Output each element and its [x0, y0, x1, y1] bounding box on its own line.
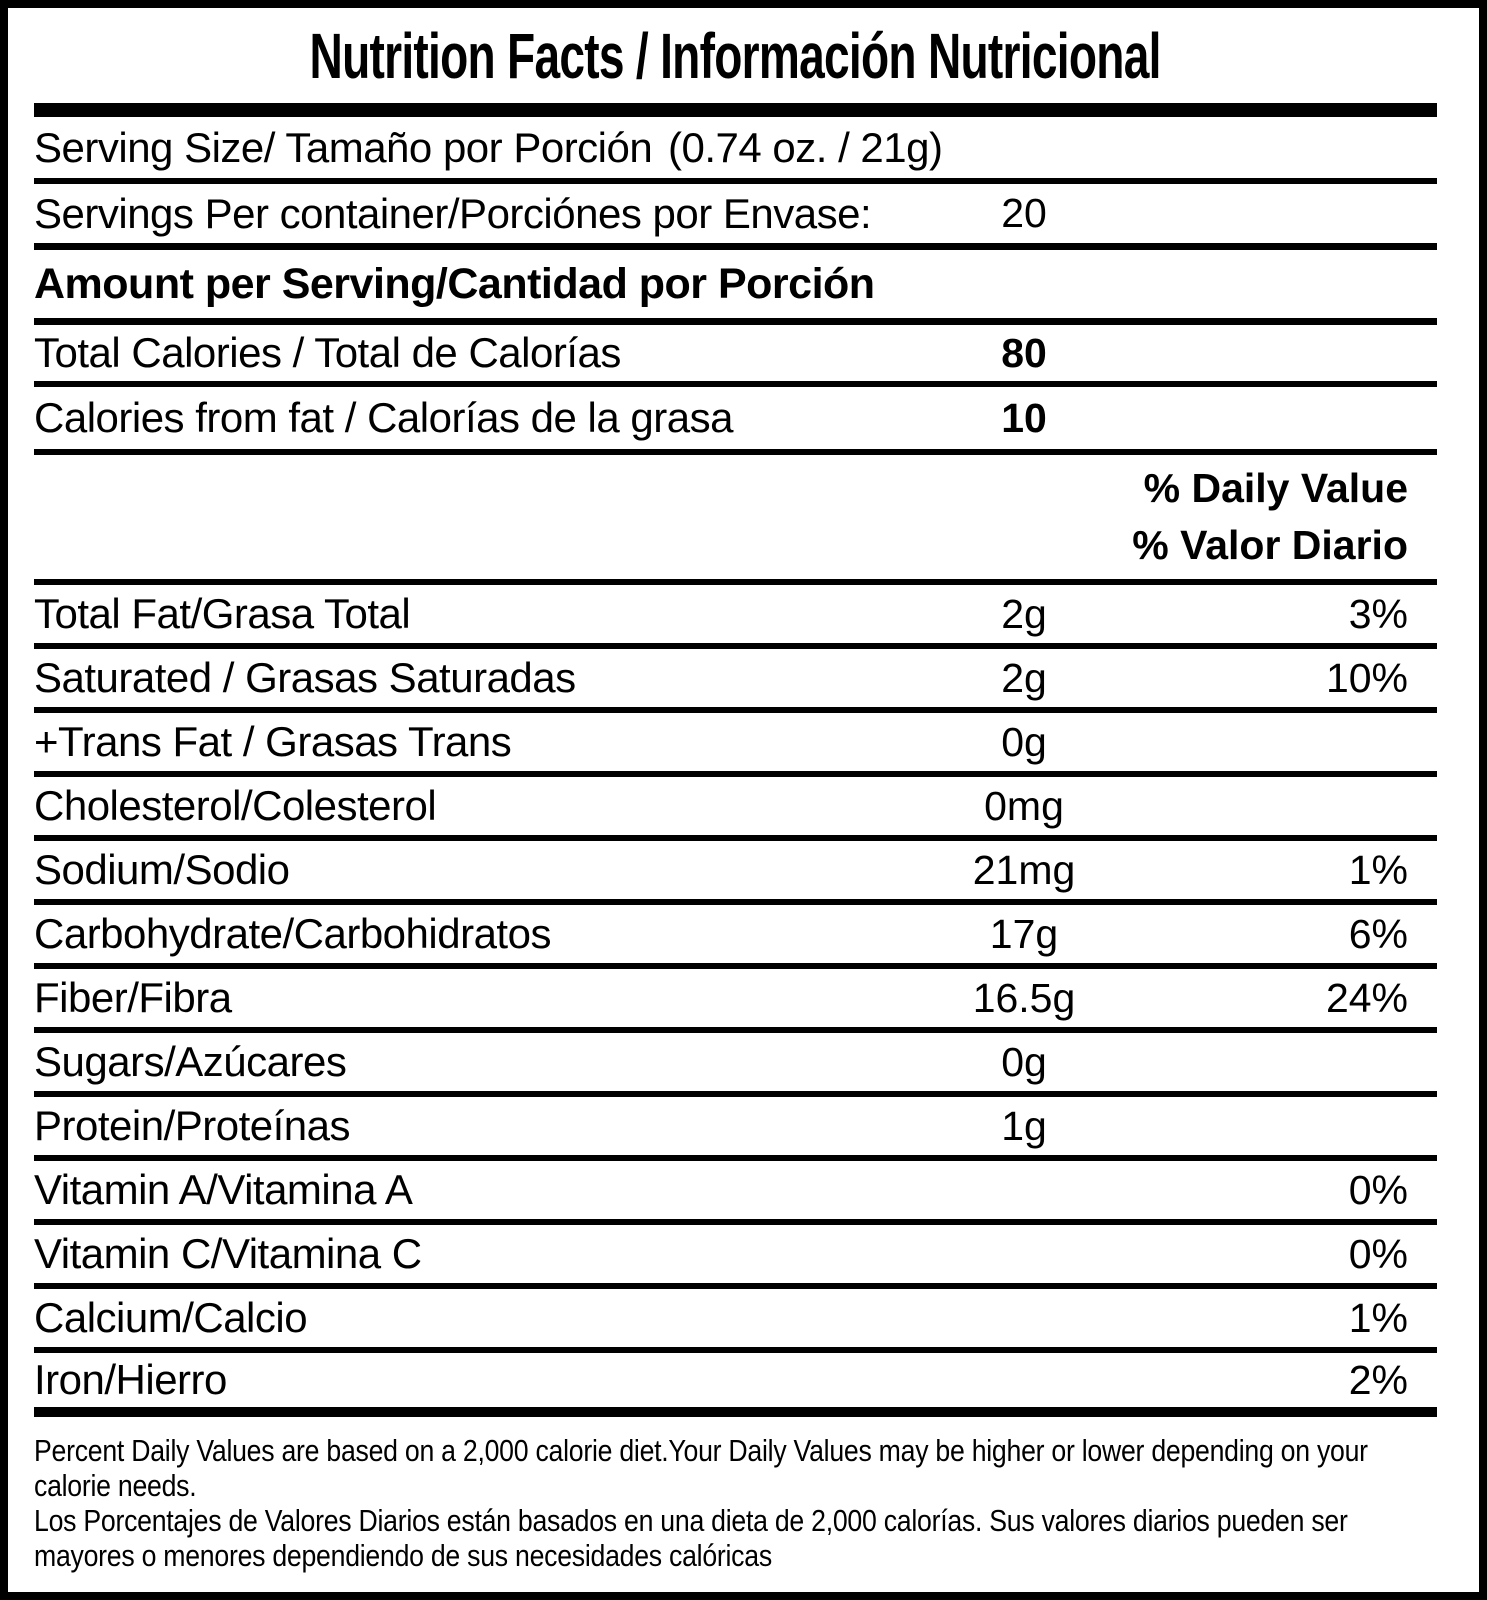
- nutrient-label: Saturated / Grasas Saturadas: [34, 654, 576, 701]
- amount-per-serving-heading-row: Amount per Serving/Cantidad por Porción: [34, 250, 1437, 325]
- nutrient-label: Cholesterol/Colesterol: [34, 782, 437, 829]
- nutrient-daily-value: 0%: [1348, 1230, 1408, 1277]
- nutrient-amount: 21mg: [972, 846, 1076, 893]
- nutrient-row-trans-fat: +Trans Fat / Grasas Trans 0g: [34, 713, 1437, 777]
- nutrient-label: Calcium/Calcio: [34, 1294, 308, 1341]
- servings-per-container-value: 20: [1001, 190, 1047, 236]
- nutrient-row-total-fat: Total Fat/Grasa Total 2g 3%: [34, 585, 1437, 649]
- nutrient-amount: 2g: [1001, 590, 1047, 637]
- nutrient-daily-value: 1%: [1348, 846, 1408, 893]
- serving-size-label: Serving Size/ Tamaño por Porción: [34, 123, 653, 171]
- daily-value-header: % Daily Value % Valor Diario: [34, 455, 1437, 585]
- nutrient-row-calcium: Calcium/Calcio 1%: [34, 1289, 1437, 1353]
- label-title: Nutrition Facts / Información Nutriciona…: [309, 19, 1162, 92]
- nutrient-row-protein: Protein/Proteínas 1g: [34, 1097, 1437, 1161]
- footnote-line-es-1: Los Porcentajes de Valores Diarios están…: [34, 1503, 1348, 1538]
- nutrient-label: Carbohydrate/Carbohidratos: [34, 910, 551, 957]
- nutrient-label: Vitamin A/Vitamina A: [34, 1166, 413, 1213]
- calories-from-fat-label: Calories from fat / Calorías de la grasa: [34, 394, 733, 441]
- nutrient-daily-value: 1%: [1348, 1294, 1408, 1341]
- nutrient-daily-value: 3%: [1348, 590, 1408, 637]
- amount-per-serving-heading: Amount per Serving/Cantidad por Porción: [34, 259, 875, 308]
- nutrient-amount: 2g: [1001, 654, 1047, 701]
- footnote-line-en-1: Percent Daily Values are based on a 2,00…: [34, 1433, 1368, 1468]
- daily-value-header-es: % Valor Diario: [1132, 522, 1408, 568]
- nutrient-label: Sodium/Sodio: [34, 846, 290, 893]
- serving-size-row: Serving Size/ Tamaño por Porción (0.74 o…: [34, 117, 1437, 184]
- title-divider-bar: [34, 103, 1437, 117]
- nutrient-amount: 17g: [989, 910, 1059, 957]
- nutrient-daily-value: 10%: [1325, 654, 1408, 701]
- label-title-row: Nutrition Facts / Información Nutriciona…: [34, 8, 1437, 103]
- nutrient-label: Fiber/Fibra: [34, 974, 232, 1021]
- daily-value-header-en: % Daily Value: [1143, 465, 1408, 511]
- total-calories-label: Total Calories / Total de Calorías: [34, 329, 621, 376]
- footnote-line-es-2: mayores o menores dependiendo de sus nec…: [34, 1538, 772, 1573]
- servings-per-container-label: Servings Per container/Porciónes por Env…: [34, 189, 872, 237]
- nutrient-label: Iron/Hierro: [34, 1356, 227, 1403]
- nutrient-daily-value: 2%: [1348, 1356, 1408, 1403]
- nutrient-label: Protein/Proteínas: [34, 1102, 351, 1149]
- nutrient-amount: 0g: [1001, 718, 1047, 765]
- nutrient-row-vitamin-c: Vitamin C/Vitamina C 0%: [34, 1225, 1437, 1289]
- nutrient-label: Sugars/Azúcares: [34, 1038, 347, 1085]
- calories-from-fat-row: Calories from fat / Calorías de la grasa…: [34, 387, 1437, 455]
- servings-per-container-row: Servings Per container/Porciónes por Env…: [34, 184, 1437, 250]
- nutrient-row-saturated-fat: Saturated / Grasas Saturadas 2g 10%: [34, 649, 1437, 713]
- nutrient-amount: 16.5g: [972, 974, 1076, 1021]
- footnote: Percent Daily Values are based on a 2,00…: [34, 1417, 1437, 1592]
- nutrient-label: +Trans Fat / Grasas Trans: [34, 718, 512, 765]
- nutrient-daily-value: 6%: [1348, 910, 1408, 957]
- nutrient-row-vitamin-a: Vitamin A/Vitamina A 0%: [34, 1161, 1437, 1225]
- nutrient-row-fiber: Fiber/Fibra 16.5g 24%: [34, 969, 1437, 1033]
- nutrient-amount: 1g: [1001, 1102, 1047, 1149]
- nutrient-amount: 0mg: [984, 782, 1064, 829]
- calories-from-fat-value: 10: [1001, 394, 1047, 441]
- total-calories-value: 80: [1001, 329, 1047, 376]
- total-calories-row: Total Calories / Total de Calorías 80: [34, 325, 1437, 387]
- nutrient-row-sugars: Sugars/Azúcares 0g: [34, 1033, 1437, 1097]
- nutrient-row-sodium: Sodium/Sodio 21mg 1%: [34, 841, 1437, 905]
- nutrient-row-carbohydrate: Carbohydrate/Carbohidratos 17g 6%: [34, 905, 1437, 969]
- nutrient-row-iron: Iron/Hierro 2%: [34, 1353, 1437, 1417]
- nutrient-daily-value: 0%: [1348, 1166, 1408, 1213]
- footnote-line-en-2: calorie needs.: [34, 1468, 197, 1503]
- nutrient-label: Vitamin C/Vitamina C: [34, 1230, 422, 1277]
- nutrient-amount: 0g: [1001, 1038, 1047, 1085]
- nutrient-row-cholesterol: Cholesterol/Colesterol 0mg: [34, 777, 1437, 841]
- nutrient-daily-value: 24%: [1325, 974, 1408, 1021]
- nutrient-label: Total Fat/Grasa Total: [34, 590, 411, 637]
- serving-size-value: (0.74 oz. / 21g): [668, 123, 943, 171]
